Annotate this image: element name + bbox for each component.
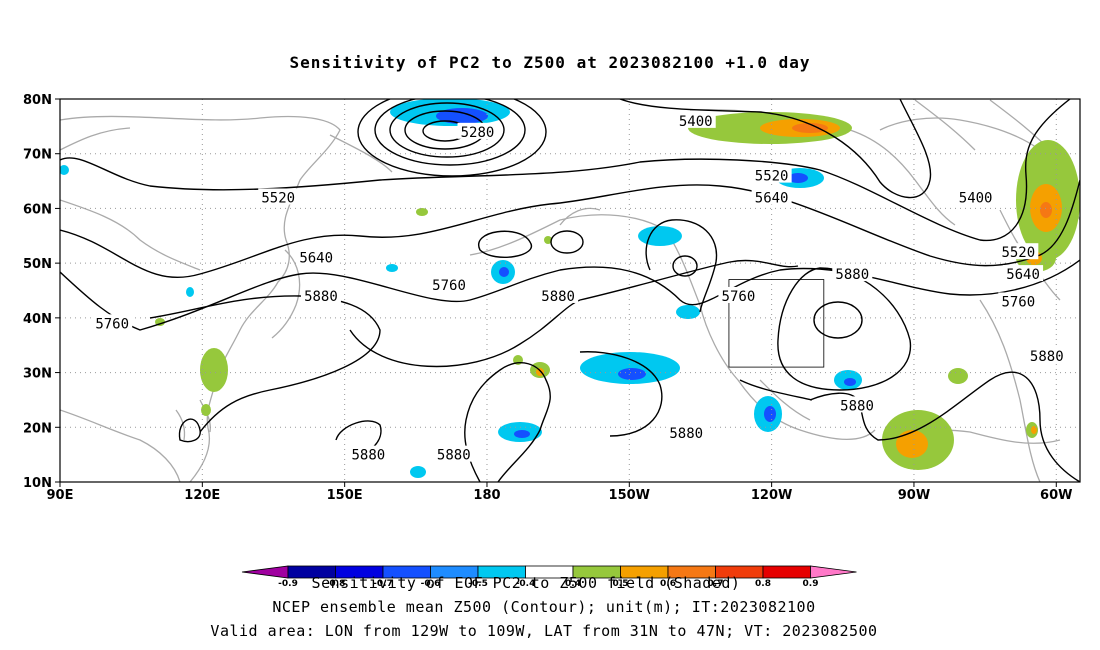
sensitivity-shading xyxy=(60,99,1080,478)
colorbar-swatch xyxy=(810,565,857,579)
contour-label: 5760 xyxy=(432,278,466,294)
contour-label-bg xyxy=(751,166,792,183)
contour-label-bg xyxy=(837,396,878,413)
colorbar-label: -0.8 xyxy=(326,579,346,589)
contour-label-bg xyxy=(998,292,1039,309)
contour-labels: 5280 5400 5400 5520 5520 5520 5640 5640 5640 5760… xyxy=(92,111,1067,464)
contour-label-bg xyxy=(675,111,716,128)
x-tick-label: 120W xyxy=(751,488,792,503)
grid-lines xyxy=(60,99,1080,482)
y-tick-label: 20N xyxy=(23,421,52,436)
contour-label: 5640 xyxy=(1006,267,1040,283)
contour-label: 5760 xyxy=(722,289,756,305)
contour-label: 5880 xyxy=(541,289,575,305)
contour-label: 5880 xyxy=(840,398,874,414)
contour-label: 5640 xyxy=(755,190,789,206)
colorbar-label: 0.8 xyxy=(755,579,771,589)
x-tick-label: 90W xyxy=(898,488,930,503)
contour-label-bg xyxy=(1026,347,1067,364)
contour-label-bg xyxy=(718,286,759,303)
y-tick-label: 10N xyxy=(23,476,52,491)
colorbar-label: -0.5 xyxy=(468,579,488,589)
contour-label: 5880 xyxy=(352,448,386,464)
contour-label-bg xyxy=(258,188,299,205)
caption-line-3: Valid area: LON from 129W to 109W, LAT f… xyxy=(210,622,877,640)
contour-label-bg xyxy=(433,445,474,462)
caption-line-2: NCEP ensemble mean Z500 (Contour); unit(… xyxy=(272,598,815,616)
valid-area-box xyxy=(728,279,825,368)
contour-label-bg xyxy=(538,286,579,303)
x-axis-ticks: 90E 120E 150E 180 150W 120W 90W 60W xyxy=(47,482,1072,503)
shading-positive-max xyxy=(792,123,1052,218)
contour-label-bg xyxy=(666,423,707,440)
contour-label-bg xyxy=(429,276,470,293)
y-tick-label: 80N xyxy=(23,93,52,108)
contour-label: 5520 xyxy=(261,190,295,206)
map-title: Sensitivity of PC2 to Z500 at 2023082100… xyxy=(289,53,810,72)
x-tick-label: 60W xyxy=(1040,488,1072,503)
map-area: 5280 5400 5400 5520 5520 5520 5640 5640 5640 5760… xyxy=(59,98,1081,483)
y-tick-label: 50N xyxy=(23,257,52,272)
contour-label: 5880 xyxy=(835,267,869,283)
contour-label-bg xyxy=(998,243,1039,260)
colorbar-label: 0.6 xyxy=(660,579,676,589)
map-frame xyxy=(59,98,1081,483)
colorbar-label: -0.4 xyxy=(516,579,536,589)
colorbar-swatch xyxy=(241,565,289,579)
contour-label: 5520 xyxy=(755,169,789,185)
x-tick-label: 150E xyxy=(327,488,363,503)
contour-label-bg xyxy=(955,188,996,205)
y-axis-ticks: 10N 20N 30N 40N 50N 60N 70N 80N xyxy=(23,93,60,491)
x-tick-label: 180 xyxy=(473,488,500,503)
contour-label: 5880 xyxy=(304,289,338,305)
colorbar-label: 0.5 xyxy=(613,579,629,589)
x-tick-label: 150W xyxy=(609,488,650,503)
contour-label-bg xyxy=(300,286,341,303)
contour-label: 5880 xyxy=(1030,349,1064,365)
contour-label-bg xyxy=(1003,265,1044,282)
colorbar-label: -0.6 xyxy=(421,579,441,589)
shading-negative-strong xyxy=(436,108,856,438)
x-tick-label: 90E xyxy=(47,488,74,503)
contour-label: 5760 xyxy=(95,316,129,332)
contour-label-bg xyxy=(751,188,792,205)
contour-label-bg xyxy=(348,445,389,462)
contour-label-bg xyxy=(296,248,337,265)
contour-label-bg xyxy=(92,314,133,331)
colorbar-label: -0.7 xyxy=(373,579,393,589)
contour-label: 5880 xyxy=(669,426,703,442)
y-tick-label: 40N xyxy=(23,312,52,327)
caption-line-1: Sensitivity of EOF PC2 to Z500 field (Sh… xyxy=(312,574,741,592)
contour-label: 5280 xyxy=(461,125,495,141)
contour-label: 5640 xyxy=(299,251,333,267)
colorbar-label: 0.7 xyxy=(708,579,724,589)
z500-contours xyxy=(60,99,1080,482)
contour-label: 5760 xyxy=(1001,294,1035,310)
contour-label: 5400 xyxy=(959,190,993,206)
shading-negative xyxy=(60,99,862,478)
y-tick-label: 70N xyxy=(23,148,52,163)
colorbar-label: 0.9 xyxy=(803,579,819,589)
contour-label: 5520 xyxy=(1001,245,1035,261)
colorbar-label: -0.9 xyxy=(278,579,298,589)
contour-label-bg xyxy=(457,122,498,139)
contour-label-bg xyxy=(832,265,873,282)
contour-label: 5880 xyxy=(437,448,471,464)
contour-label: 5400 xyxy=(679,114,713,130)
x-tick-label: 120E xyxy=(184,488,220,503)
colorbar-label: 0.4 xyxy=(565,579,581,589)
y-tick-label: 30N xyxy=(23,367,52,382)
colorbar: -0.9 -0.8 -0.7 -0.6 -0.5 -0.4 0.4 0.5 0.6 0.7 0.8 0… xyxy=(241,565,857,589)
colorbar-swatch xyxy=(762,565,811,579)
y-tick-label: 60N xyxy=(23,202,52,217)
